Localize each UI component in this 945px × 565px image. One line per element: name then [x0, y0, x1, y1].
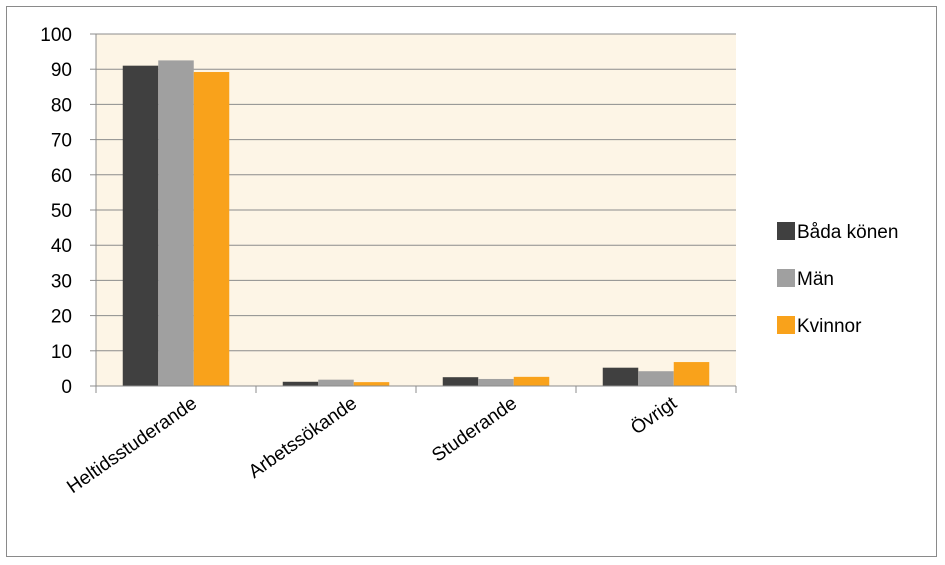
bar [282, 381, 319, 386]
y-tick-label: 70 [51, 131, 72, 152]
y-tick-labels: 0 10 20 30 40 50 60 70 80 90 100 [40, 25, 72, 398]
bar [602, 367, 639, 386]
legend-label: Kvinnor [797, 316, 862, 337]
y-tick-label: 50 [51, 201, 72, 222]
bars [122, 60, 710, 387]
legend-label: Män [797, 269, 834, 290]
bar [122, 65, 159, 387]
legend: Båda könen Män Kvinnor [777, 222, 898, 337]
bar [442, 377, 479, 386]
legend-swatch [777, 269, 795, 287]
bar [353, 382, 390, 386]
bar [673, 362, 710, 386]
category-label: Heltidsstuderande [63, 393, 201, 498]
category-label: Arbetssökande [245, 393, 361, 483]
y-tick-label: 0 [61, 377, 72, 398]
bar [158, 60, 194, 387]
y-tick-label: 30 [51, 271, 72, 292]
legend-swatch [777, 316, 795, 334]
legend-swatch [777, 222, 795, 240]
y-tick-label: 60 [51, 166, 72, 187]
y-tick-label: 20 [51, 307, 72, 328]
category-label: Studerande [428, 393, 521, 467]
bar [638, 371, 674, 386]
category-labels: Heltidsstuderande Arbetssökande Studerande… [63, 392, 681, 497]
legend-label: Båda könen [797, 222, 898, 243]
y-tick-label: 40 [51, 236, 72, 257]
bar [513, 376, 550, 386]
axes [90, 33, 737, 393]
category-label: Övrigt [627, 392, 681, 439]
y-tick-label: 10 [51, 342, 72, 363]
bar [318, 379, 354, 386]
y-tick-label: 80 [51, 95, 72, 116]
bar [193, 72, 230, 387]
bar [478, 378, 514, 386]
y-tick-label: 90 [51, 60, 72, 81]
y-tick-label: 100 [40, 25, 72, 46]
